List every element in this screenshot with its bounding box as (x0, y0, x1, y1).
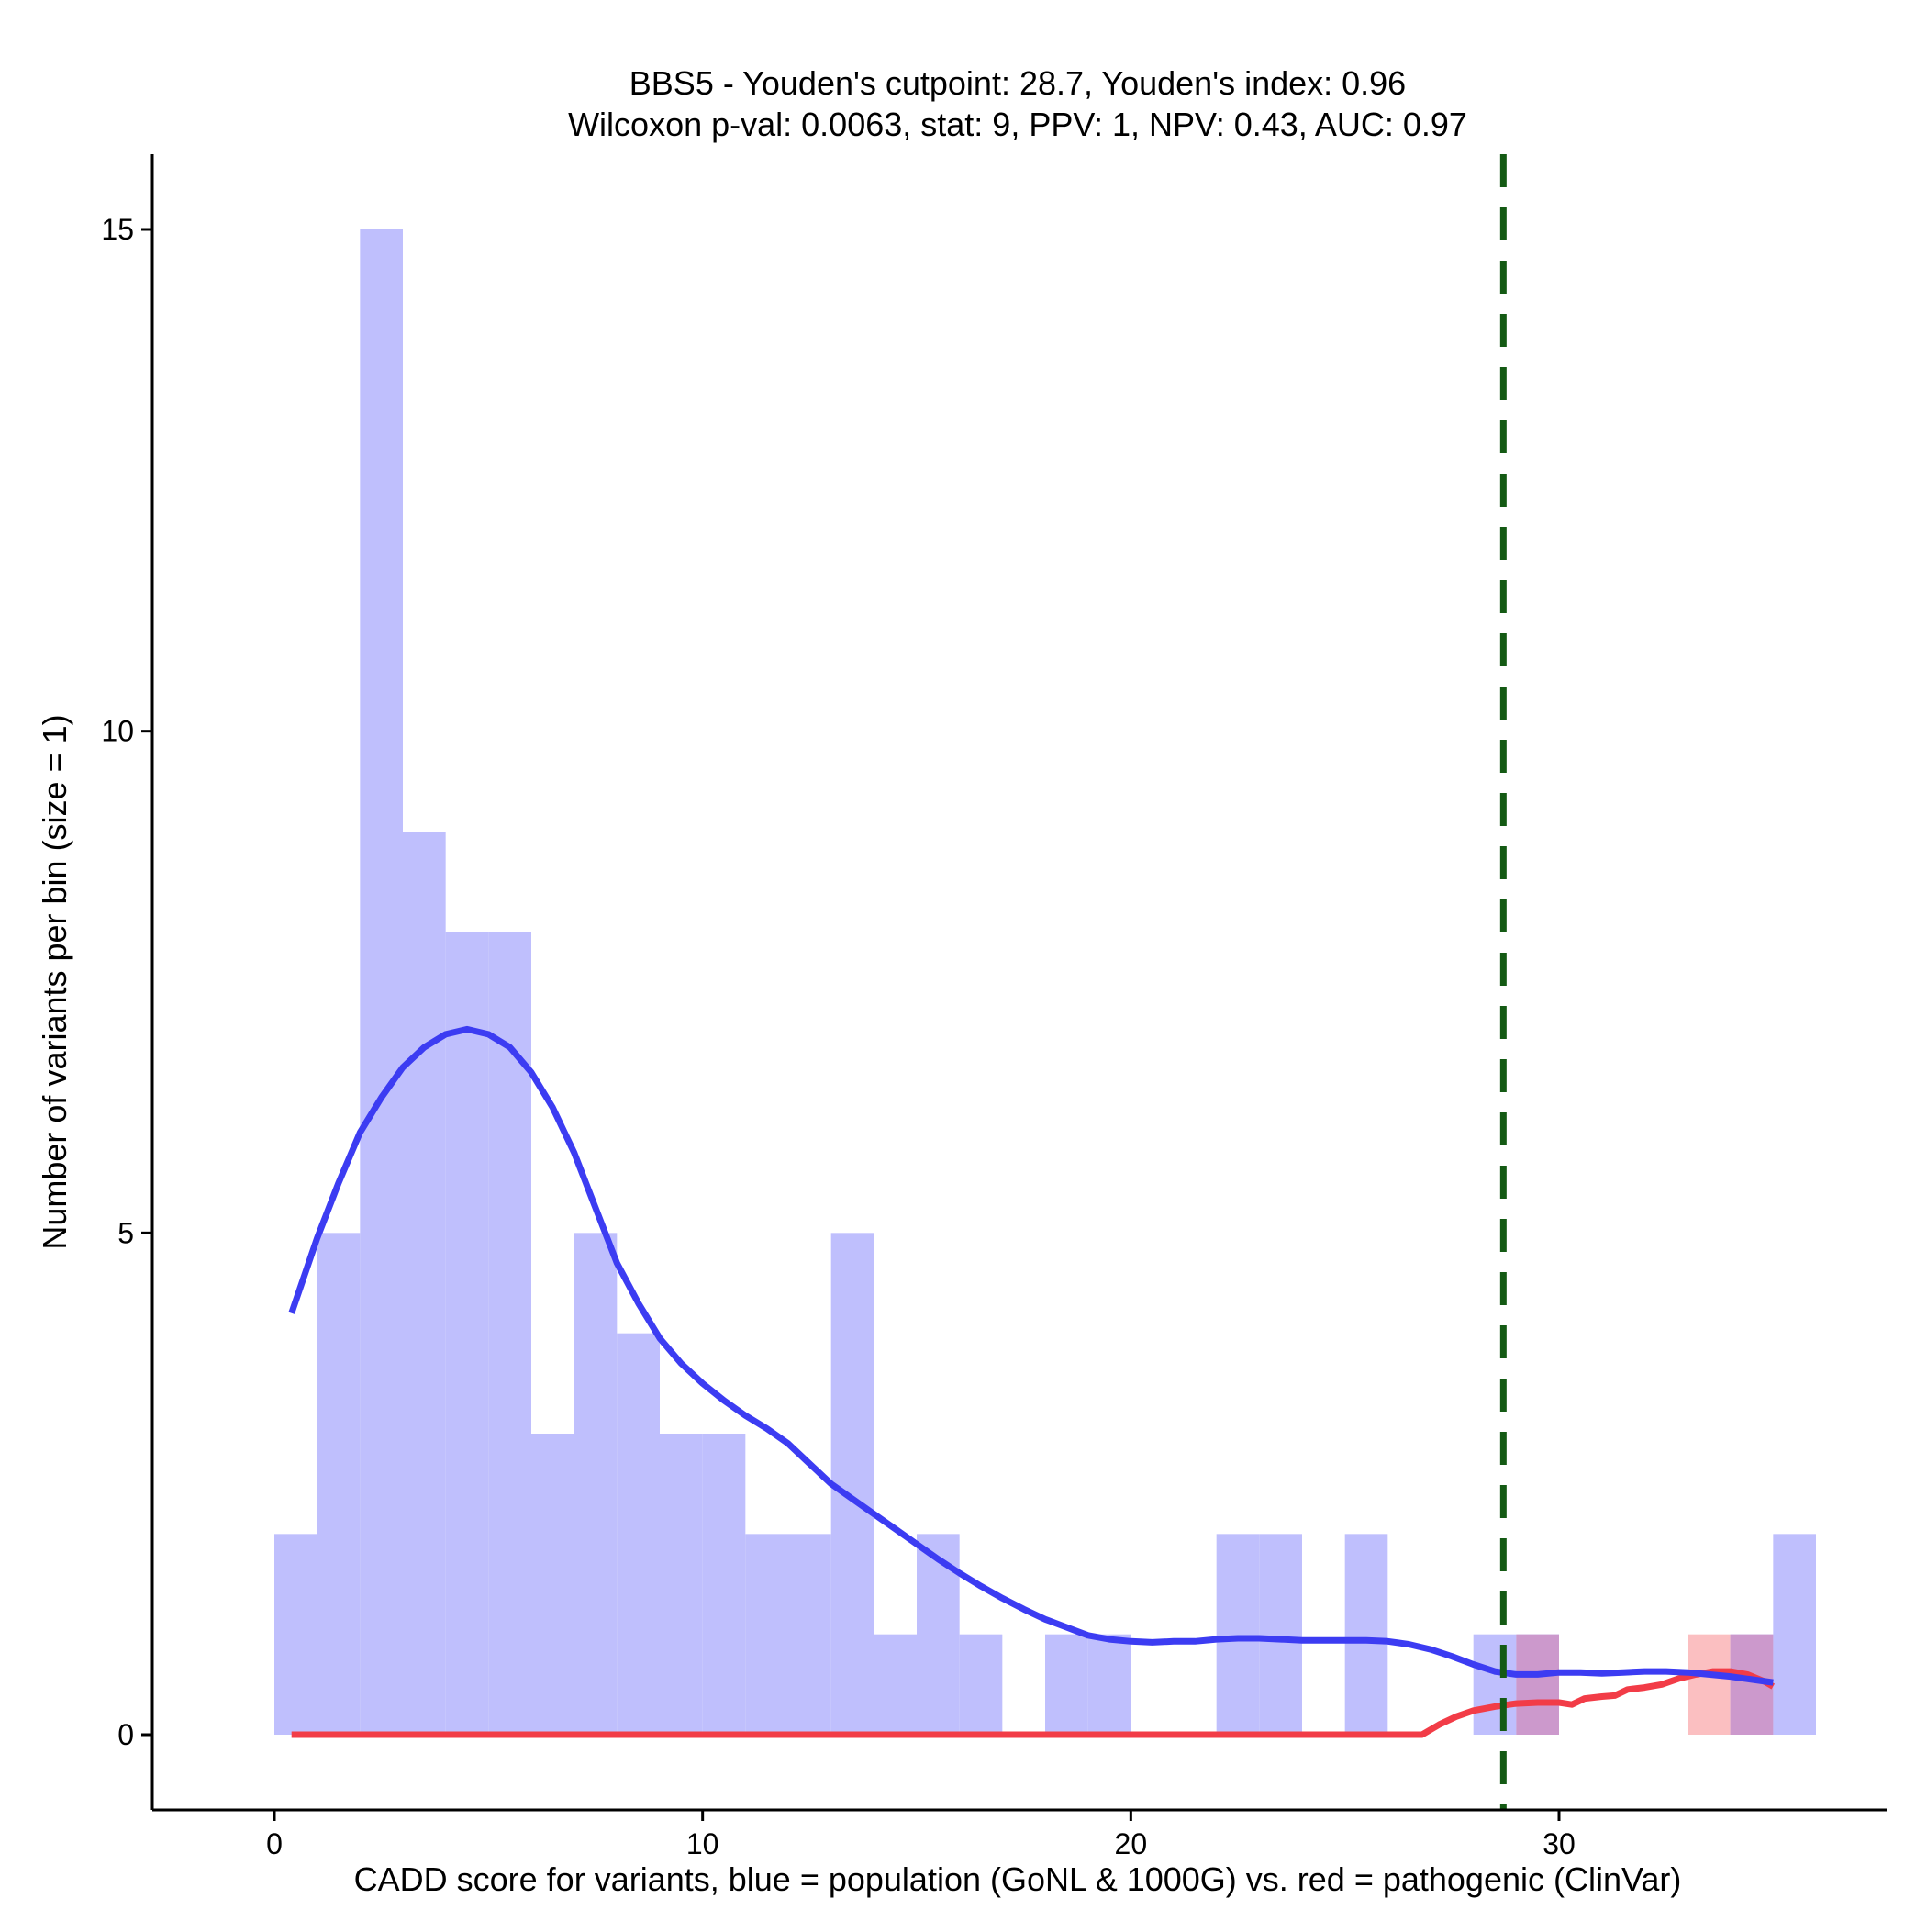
population-bar (274, 1534, 317, 1735)
pathogenic-bar (1516, 1634, 1559, 1735)
population-bar (745, 1534, 788, 1735)
y-tick-label: 0 (117, 1718, 134, 1751)
population-bar (660, 1434, 703, 1735)
x-tick-label: 0 (266, 1827, 283, 1860)
population-bar (1216, 1534, 1260, 1735)
population-bar (1344, 1534, 1388, 1735)
population-bar (917, 1534, 960, 1735)
population-bar (531, 1434, 574, 1735)
pathogenic-bar (1688, 1634, 1731, 1735)
population-bar (1259, 1534, 1302, 1735)
population-bar (788, 1534, 831, 1735)
population-density-line (288, 1025, 1774, 1686)
density-curves (288, 1025, 1776, 1738)
histogram-bars (274, 229, 1816, 1735)
population-bar (830, 1233, 874, 1735)
population-bar (617, 1333, 660, 1735)
population-bar (488, 932, 531, 1735)
population-bar (317, 1233, 361, 1735)
x-tick-label: 30 (1543, 1827, 1576, 1860)
population-bar (1045, 1634, 1088, 1735)
population-bar (702, 1434, 746, 1735)
x-axis-title: CADD score for variants, blue = populati… (354, 1860, 1682, 1898)
x-tick-label: 10 (686, 1827, 719, 1860)
population-bar (1087, 1634, 1131, 1735)
x-tick-label: 20 (1115, 1827, 1148, 1860)
y-tick-label: 15 (101, 213, 134, 246)
population-bar (574, 1233, 618, 1735)
population-bar (1773, 1534, 1816, 1735)
population-bar (874, 1634, 917, 1735)
population-bar (403, 832, 446, 1735)
chart-title-line-2: Wilcoxon p-val: 0.0063, stat: 9, PPV: 1,… (568, 106, 1467, 143)
y-axis-title: Number of variants per bin (size = 1) (36, 714, 73, 1249)
population-bar (360, 229, 403, 1735)
axes: 0 10 20 30 0 5 10 15 (101, 154, 1887, 1860)
population-bar (445, 932, 489, 1735)
y-tick-label: 10 (101, 715, 134, 748)
population-bar (1473, 1634, 1517, 1735)
y-tick-label: 5 (117, 1216, 134, 1249)
population-bar (959, 1634, 1003, 1735)
chart-title-line-1: BBS5 - Youden's cutpoint: 28.7, Youden's… (629, 64, 1406, 102)
